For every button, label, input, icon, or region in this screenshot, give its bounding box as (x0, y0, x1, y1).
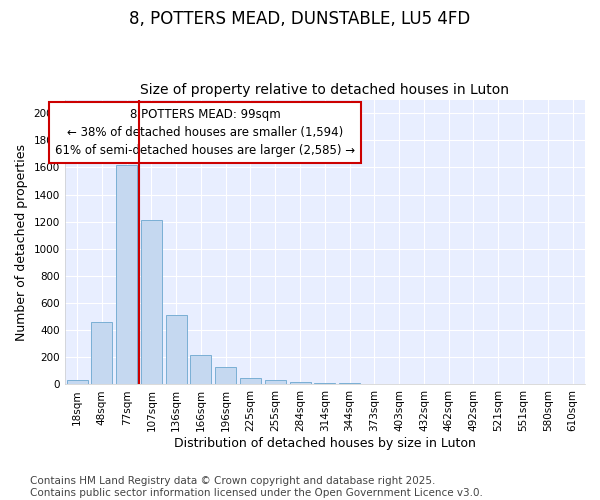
Y-axis label: Number of detached properties: Number of detached properties (15, 144, 28, 340)
Bar (67, 380, 88, 384)
Bar (290, 382, 311, 384)
Bar (240, 378, 261, 384)
Bar (314, 383, 335, 384)
Bar (91, 322, 112, 384)
Text: 8 POTTERS MEAD: 99sqm
← 38% of detached houses are smaller (1,594)
61% of semi-d: 8 POTTERS MEAD: 99sqm ← 38% of detached … (55, 108, 355, 157)
Text: Contains HM Land Registry data © Crown copyright and database right 2025.
Contai: Contains HM Land Registry data © Crown c… (30, 476, 483, 498)
Bar (190, 356, 211, 384)
Bar (166, 316, 187, 384)
Text: 8, POTTERS MEAD, DUNSTABLE, LU5 4FD: 8, POTTERS MEAD, DUNSTABLE, LU5 4FD (130, 10, 470, 28)
Bar (339, 383, 360, 384)
Bar (215, 368, 236, 384)
Bar (116, 164, 137, 384)
X-axis label: Distribution of detached houses by size in Luton: Distribution of detached houses by size … (174, 437, 476, 450)
Bar (141, 220, 162, 384)
Title: Size of property relative to detached houses in Luton: Size of property relative to detached ho… (140, 83, 509, 97)
Bar (265, 380, 286, 384)
